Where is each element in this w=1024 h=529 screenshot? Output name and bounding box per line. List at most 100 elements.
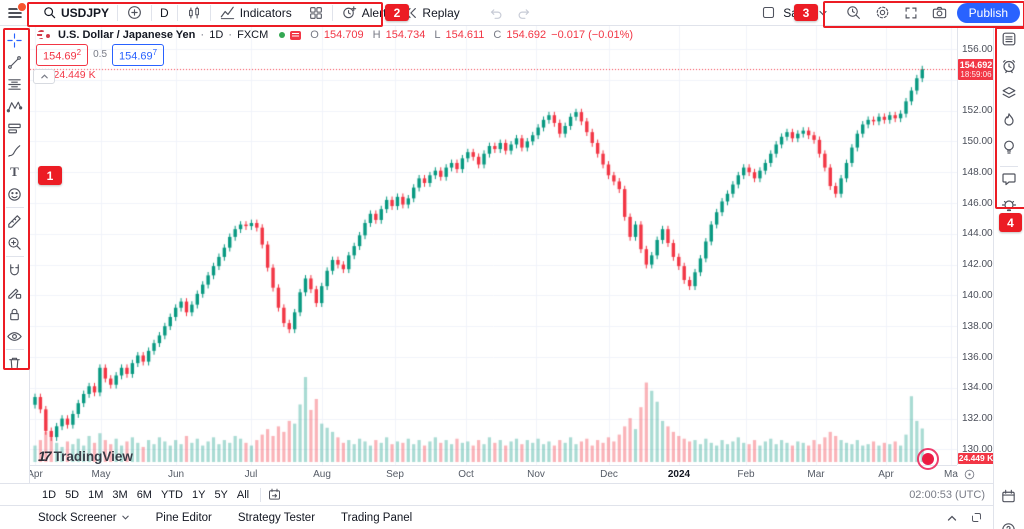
market-status-icon[interactable] [279, 32, 286, 38]
tradingview-logo-icon: 17 [38, 448, 52, 464]
range-3m-button[interactable]: 3M [112, 488, 128, 501]
drawing-toolbar: T [0, 25, 30, 483]
settings-button[interactable] [871, 1, 894, 25]
time-axis[interactable]: Apr May Jun Jul Aug Sep Oct Nov Dec 2024 Feb Mar Apr… [27, 465, 958, 484]
tool-remove-objects-button[interactable] [3, 352, 27, 374]
replay-label: Replay [422, 5, 460, 20]
sidebar-hotlists-button[interactable] [997, 110, 1021, 130]
low-value: 154.611 [445, 29, 485, 41]
divider [1000, 166, 1018, 167]
high-value: 154.734 [385, 29, 426, 41]
symbol-title[interactable]: U.S. Dollar / Japanese Yen [58, 29, 196, 41]
ask-price-button[interactable]: 154.697 [112, 44, 165, 66]
hotlists-icon [1000, 111, 1018, 129]
time-tick-label: Apr [27, 469, 43, 480]
calendar-button[interactable] [997, 485, 1021, 507]
sidebar-watchlist-button[interactable] [997, 29, 1021, 49]
save-layout-button[interactable]: Save [753, 1, 835, 25]
quick-search-button[interactable] [842, 1, 865, 25]
divider [209, 4, 211, 21]
range-5d-button[interactable]: 5D [65, 488, 80, 501]
range-1m-button[interactable]: 1M [88, 488, 104, 501]
volume-value: 24.449 K [53, 68, 96, 81]
fullscreen-button[interactable] [900, 1, 922, 25]
help-button[interactable] [997, 518, 1021, 529]
legend-collapse-button[interactable] [33, 69, 55, 84]
legend-exchange[interactable]: FXCM [237, 29, 269, 41]
tool-long-position-button[interactable] [3, 117, 27, 139]
layout-square-icon [761, 5, 776, 20]
tool-emoji-button[interactable] [3, 183, 27, 205]
separator-dot: · [200, 29, 205, 41]
sidebar-chat-button[interactable] [997, 169, 1021, 189]
go-to-date-icon[interactable] [267, 487, 282, 502]
top-toolbar: USDJPY D Indicators [0, 0, 1024, 26]
bid-price-button[interactable]: 154.692 [36, 44, 89, 66]
price-axis[interactable]: 154.692 18:59:06 24.449 K 156.000 152.000… [957, 25, 998, 465]
tool-magnet-button[interactable] [3, 259, 27, 281]
close-value: 154.692 [506, 29, 547, 41]
chat-icon [1000, 170, 1018, 188]
change-value: −0.017 (−0.01%) [551, 29, 634, 41]
sidebar-ideas-button[interactable] [997, 137, 1021, 157]
ideas-icon [1000, 138, 1018, 156]
layout-grid-button[interactable] [300, 1, 332, 25]
range-1y-button[interactable]: 1Y [191, 488, 206, 501]
tab-pine-editor[interactable]: Pine Editor [155, 511, 212, 524]
tool-xabcd-pattern-button[interactable] [3, 95, 27, 117]
chart-pane[interactable]: U.S. Dollar / Japanese Yen · 1D · FXCM O… [30, 25, 957, 465]
publish-button[interactable]: Publish [956, 2, 1020, 23]
tab-strategy-tester[interactable]: Strategy Tester [237, 511, 316, 524]
screenshot-button[interactable] [928, 1, 951, 25]
undo-button[interactable] [480, 1, 512, 25]
alert-button[interactable]: Alert [333, 1, 395, 25]
price-tick-label: 146.000 [962, 197, 999, 209]
tool-fib-retracement-button[interactable] [3, 73, 27, 95]
sidebar-streams-button[interactable] [997, 196, 1021, 216]
range-6m-button[interactable]: 6M [136, 488, 152, 501]
price-tick-label: 144.000 [962, 228, 999, 240]
range-all-button[interactable]: All [236, 488, 250, 501]
candlestick-chart[interactable] [30, 25, 957, 465]
tool-draw-lock-button[interactable] [3, 281, 27, 303]
price-tick-label: 134.000 [962, 382, 999, 394]
time-axis-settings-icon[interactable] [963, 468, 976, 481]
panel-collapse-chevron-icon[interactable] [946, 512, 958, 524]
tab-trading-panel[interactable]: Trading Panel [341, 511, 413, 524]
tool-measure-button[interactable] [3, 210, 27, 232]
notification-badge [17, 1, 27, 12]
flag-list-icon[interactable] [290, 30, 302, 40]
redo-button[interactable] [512, 1, 536, 25]
indicators-button[interactable]: Indicators [211, 1, 300, 25]
symbol-search-button[interactable]: USDJPY [34, 1, 117, 25]
compare-button[interactable] [118, 1, 151, 25]
legend-interval[interactable]: 1D [209, 29, 224, 41]
sidebar-alerts-button[interactable] [997, 56, 1021, 76]
price-tick-label: 152.000 [962, 105, 999, 117]
tool-text-button[interactable]: T [3, 161, 27, 183]
tool-brush-button[interactable] [3, 139, 27, 161]
tool-crosshair-button[interactable] [3, 29, 27, 51]
range-1d-button[interactable]: 1D [42, 488, 57, 501]
replay-button[interactable]: Replay [394, 1, 467, 25]
tool-trend-line-button[interactable] [3, 51, 27, 73]
time-tick-label: May [91, 469, 111, 480]
range-ytd-button[interactable]: YTD [160, 488, 183, 501]
tab-stock-screener[interactable]: Stock Screener [38, 512, 130, 524]
range-5y-button[interactable]: 5Y [214, 488, 228, 501]
low-label: L [434, 29, 441, 41]
compare-plus-icon [126, 4, 143, 21]
tool-zoom-in-button[interactable] [3, 232, 27, 254]
sidebar-layers-button[interactable] [997, 83, 1021, 103]
tool-lock-all-button[interactable] [3, 303, 27, 325]
time-tick-label: Jul [244, 469, 258, 480]
price-tick-label: 148.000 [962, 166, 999, 178]
interval-button[interactable]: D [152, 1, 177, 25]
tool-hide-all-button[interactable] [3, 325, 27, 347]
main-menu-button[interactable] [2, 1, 28, 24]
remove-objects-icon [6, 355, 23, 372]
clock-utc[interactable]: 02:00:53 (UTC) [909, 488, 985, 501]
chart-style-button[interactable] [178, 1, 210, 25]
panel-restore-icon[interactable] [970, 511, 983, 524]
